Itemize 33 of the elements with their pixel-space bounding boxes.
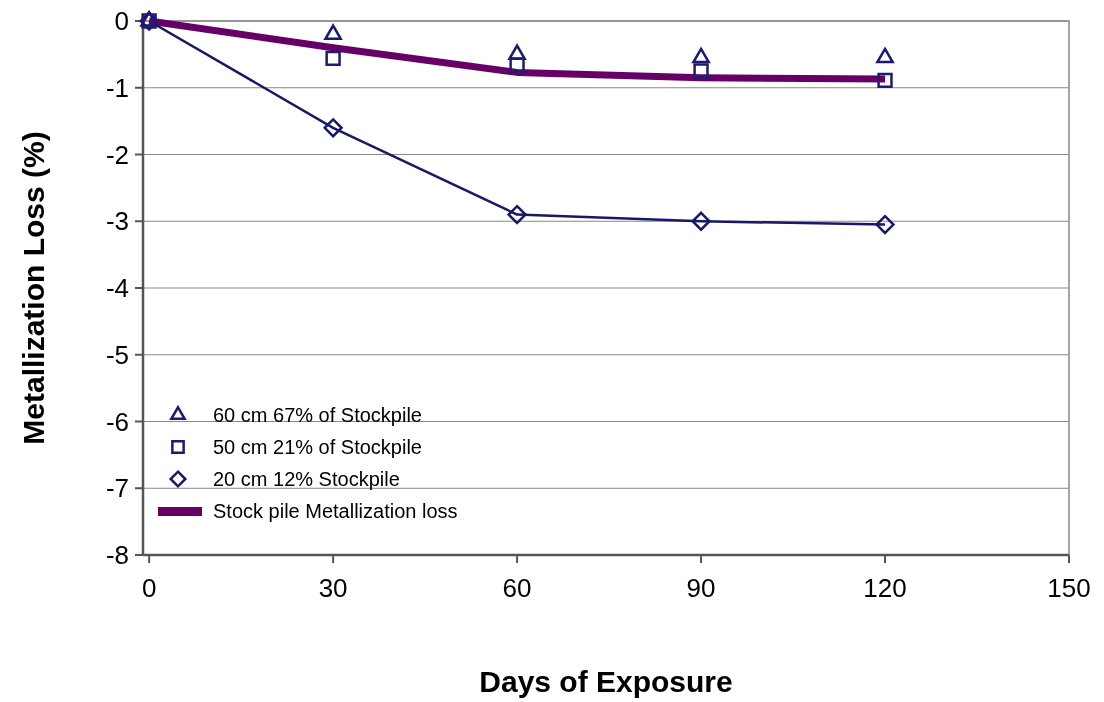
point xyxy=(509,57,525,73)
x-tick-label: 0 xyxy=(141,573,157,603)
x-tick-label: 120 xyxy=(863,573,907,603)
y-tick-label: -7 xyxy=(105,473,129,504)
point xyxy=(875,214,895,235)
y-tick-label: -1 xyxy=(105,72,129,103)
legend-label: 20 cm 12% Stockpile xyxy=(213,468,400,490)
point xyxy=(692,47,710,64)
legend-label: 60 cm 67% of Stockpile xyxy=(213,404,422,426)
point xyxy=(876,47,894,64)
point xyxy=(877,72,893,89)
point xyxy=(693,63,709,79)
x-axis-title: Days of Exposure xyxy=(479,665,733,698)
point xyxy=(507,204,527,225)
y-tick-label: -2 xyxy=(105,139,129,170)
x-tick-label: 30 xyxy=(318,573,348,603)
y-tick-label: -8 xyxy=(105,540,129,571)
x-tick-label: 60 xyxy=(502,573,532,603)
y-tick-label: -3 xyxy=(105,206,129,237)
point xyxy=(325,50,341,67)
x-tick-label: 150 xyxy=(1047,573,1091,603)
legend-label: 50 cm 21% of Stockpile xyxy=(213,436,422,458)
point xyxy=(324,24,342,40)
point xyxy=(323,118,343,138)
y-tick-label: -4 xyxy=(105,273,129,304)
legend-label: Stock pile Metallization loss xyxy=(213,500,458,522)
y-tick-label: -5 xyxy=(105,339,129,370)
point xyxy=(508,44,526,61)
x-tick-label: 90 xyxy=(686,573,716,603)
y-tick-label: 0 xyxy=(114,6,129,37)
point xyxy=(691,211,711,231)
y-axis-title: Metallization Loss (%) xyxy=(17,131,50,445)
y-tick-label: -6 xyxy=(105,406,129,437)
